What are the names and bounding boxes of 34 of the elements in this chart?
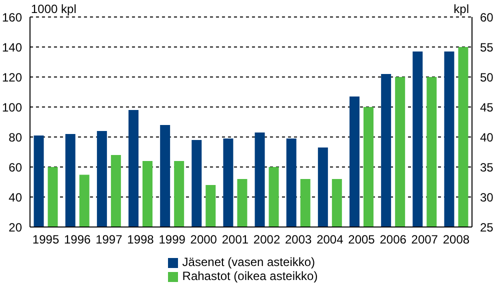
y2-tick-label: 55: [480, 40, 494, 54]
x-tick-label: 1998: [127, 232, 154, 247]
x-tick-label: 2007: [411, 232, 438, 247]
x-tick-label: 2004: [316, 232, 344, 247]
y-tick-label: 40: [8, 190, 22, 204]
y2-tick-label: 35: [480, 160, 494, 174]
y2-tick-label: 50: [480, 70, 494, 84]
x-tick-label: 1996: [64, 232, 92, 247]
y-tick-label: 20: [8, 220, 22, 234]
x-tick-label: 2003: [285, 232, 312, 247]
x-tick-label: 1997: [96, 232, 123, 247]
y-tick-label: 140: [2, 40, 22, 54]
x-tick-label: 1999: [158, 232, 186, 247]
y-tick-label: 100: [2, 100, 22, 114]
y-tick-label: 120: [2, 70, 22, 84]
y2-axis-title: kpl: [454, 2, 469, 16]
x-tick-label: 1995: [32, 232, 60, 247]
y2-tick-label: 40: [480, 130, 494, 144]
x-tick-label: 2002: [253, 232, 280, 247]
legend-label: Rahastot (oikea asteikko): [182, 269, 318, 283]
y2-tick-label: 25: [480, 220, 494, 234]
y-tick-label: 60: [8, 160, 22, 174]
y-axis-title: 1000 kpl: [31, 2, 76, 16]
x-tick-label: 2008: [442, 232, 470, 247]
y2-tick-label: 60: [480, 10, 494, 24]
legend-label: Jäsenet (vasen asteikko): [182, 255, 316, 269]
x-tick-label: 2005: [348, 232, 376, 247]
y2-tick-label: 30: [480, 190, 494, 204]
x-tick-label: 2000: [190, 232, 218, 247]
x-tick-label: 2006: [380, 232, 407, 247]
y-tick-label: 160: [2, 10, 22, 24]
y-tick-label: 80: [8, 130, 22, 144]
y2-tick-label: 45: [480, 100, 494, 114]
x-tick-label: 2001: [222, 232, 249, 247]
